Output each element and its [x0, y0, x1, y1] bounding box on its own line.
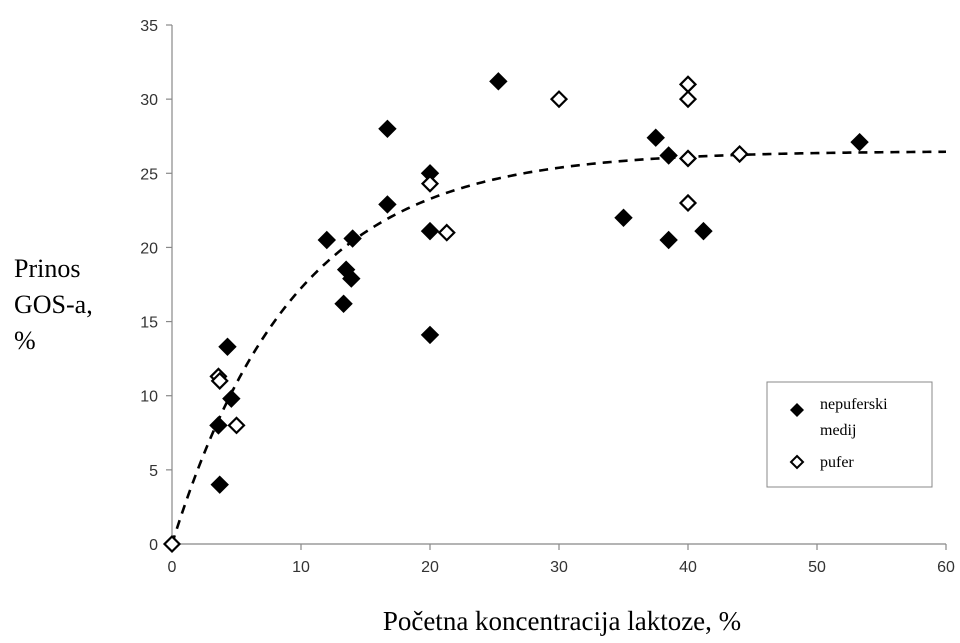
nepuferski-point	[343, 229, 362, 248]
pufer-point	[678, 90, 698, 109]
nepuferski-point	[218, 337, 237, 356]
nepuferski-point	[334, 294, 353, 313]
data-points	[162, 72, 869, 554]
x-tick-label: 40	[679, 559, 697, 576]
legend-box	[766, 381, 933, 488]
nepuferski-point	[420, 221, 440, 241]
nepuferski-point	[489, 72, 508, 91]
x-tick-label: 60	[937, 559, 955, 576]
y-tick-label: 15	[140, 315, 158, 332]
legend-label-nepuferski-line-1: nepuferski	[820, 396, 888, 413]
y-tick-label: 20	[140, 240, 158, 257]
pufer-point	[678, 75, 698, 94]
pufer-point	[678, 149, 698, 168]
nepuferski-point	[209, 416, 228, 435]
nepuferski-point	[378, 195, 397, 214]
y-tick-label: 10	[140, 389, 158, 406]
pufer-point	[162, 534, 182, 554]
y-axis-label-line-3: %	[14, 326, 36, 355]
x-tick-label: 20	[421, 559, 439, 576]
y-axis-label-line-2: GOS-a,	[14, 290, 93, 319]
nepuferski-point	[850, 132, 869, 152]
nepuferski-point	[342, 269, 361, 288]
y-tick-label: 0	[149, 537, 158, 554]
ticks: 0 5 10 15 20 25 30 35 0 10 20 30 40 50 60	[140, 18, 955, 576]
pufer-point	[227, 416, 246, 435]
nepuferski-point	[317, 230, 337, 250]
nepuferski-point	[614, 208, 633, 227]
x-tick-label: 50	[808, 559, 826, 576]
nepuferski-point	[646, 128, 665, 147]
x-tick-label: 30	[550, 559, 568, 576]
x-tick-label: 10	[292, 559, 310, 576]
legend: nepuferski medij pufer	[766, 381, 933, 488]
nepuferski-point	[378, 119, 397, 139]
pufer-point	[210, 371, 229, 390]
legend-label-nepuferski-line-2: medij	[820, 422, 856, 439]
legend-filled-diamond-icon	[790, 403, 804, 417]
y-axis-label-line-1: Prinos	[14, 254, 80, 283]
pufer-point	[420, 174, 440, 193]
legend-label-pufer: pufer	[820, 454, 854, 471]
pufer-point	[730, 144, 749, 164]
nepuferski-point	[210, 475, 229, 494]
nepuferski-point	[659, 146, 678, 165]
fit-curve-group	[170, 150, 947, 545]
x-axis-label: Početna koncentracija laktoze, %	[383, 606, 741, 636]
nepuferski-point	[659, 230, 678, 250]
y-tick-label: 30	[140, 92, 158, 109]
nepuferski-point	[222, 389, 241, 408]
y-tick-label: 25	[140, 166, 158, 183]
nepuferski-point	[694, 221, 713, 241]
nepuferski-point	[420, 325, 440, 345]
fit-curve	[170, 150, 947, 545]
pufer-point	[549, 90, 569, 109]
y-tick-label: 35	[140, 18, 158, 35]
x-tick-label: 0	[168, 559, 177, 576]
legend-open-diamond-icon	[789, 454, 805, 470]
pufer-point	[437, 223, 456, 242]
pufer-point	[678, 193, 698, 212]
y-tick-label: 5	[149, 463, 158, 480]
